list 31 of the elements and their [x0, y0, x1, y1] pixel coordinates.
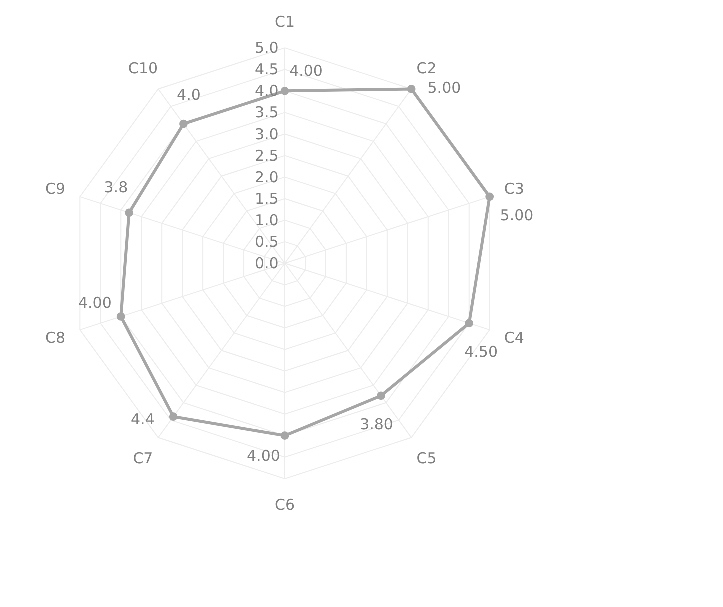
spoke-label: C2: [416, 59, 437, 78]
data-label: 4.0: [177, 86, 201, 104]
y-tick-label: 3.0: [254, 125, 279, 144]
data-label: 4.50: [464, 343, 498, 362]
y-tick-label: 2.5: [254, 146, 279, 165]
data-label: 3.80: [360, 415, 394, 434]
y-tick-label: 0.5: [254, 232, 279, 251]
data-label: 4.4: [131, 410, 155, 429]
spoke-label: C8: [46, 329, 66, 348]
data-label: 5.00: [428, 79, 462, 98]
y-tick-label: 1.0: [254, 211, 279, 230]
y-tick-label: 0.0: [254, 254, 279, 272]
data-label: 5.00: [500, 206, 534, 224]
y-tick-label: 2.0: [254, 168, 279, 186]
data-label: 4.00: [290, 62, 323, 80]
spoke-label: C6: [274, 496, 296, 514]
y-tick-label: 4.5: [254, 60, 279, 79]
spoke-label: C5: [416, 450, 437, 468]
spoke-label: C3: [504, 180, 524, 198]
spoke-label: C9: [46, 180, 66, 198]
data-label: 3.8: [104, 178, 128, 196]
y-tick-label: 4.0: [254, 82, 279, 100]
y-tick-label: 5.0: [254, 39, 279, 58]
data-label: 4.00: [247, 447, 280, 466]
y-tick-label: 1.5: [254, 190, 279, 208]
spoke-label: C1: [274, 13, 296, 32]
spoke-label: C7: [133, 450, 154, 468]
data-label: 4.00: [78, 294, 112, 312]
y-tick-label: 3.5: [254, 104, 279, 122]
spoke-label: C4: [504, 329, 524, 348]
spoke-label: C10: [128, 59, 158, 78]
